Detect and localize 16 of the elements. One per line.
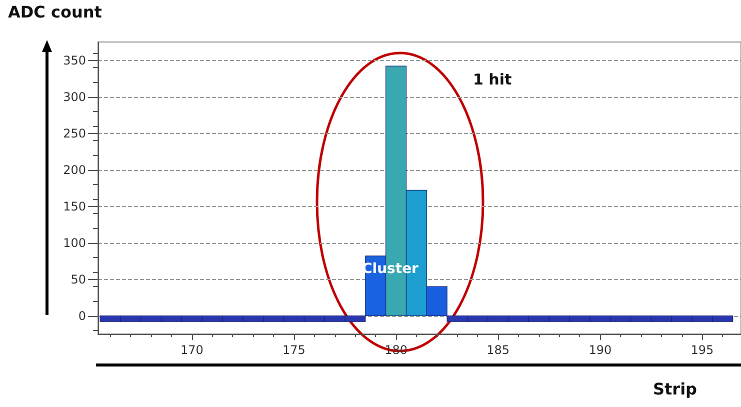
y-tick-label: 350 [63,53,86,68]
y-tick-label: 250 [63,126,86,140]
y-tick-label: 200 [63,162,86,177]
y-tick-label: 100 [63,236,86,250]
x-tick-label: 185 [486,343,510,357]
x-tick-label: 170 [180,343,204,357]
x-axis-title: Strip [653,380,697,398]
x-tick-label: 190 [588,343,612,357]
y-tick-label: 300 [63,90,86,104]
y-tick-label: 150 [63,199,86,214]
x-tick-label: 175 [282,343,306,357]
y-axis-title: ADC count [8,2,102,22]
x-tick-label: 195 [690,343,714,357]
annotation: 1 hit [473,70,512,88]
y-tick-label: 50 [70,272,86,286]
y-tick-label: 0 [78,308,86,323]
